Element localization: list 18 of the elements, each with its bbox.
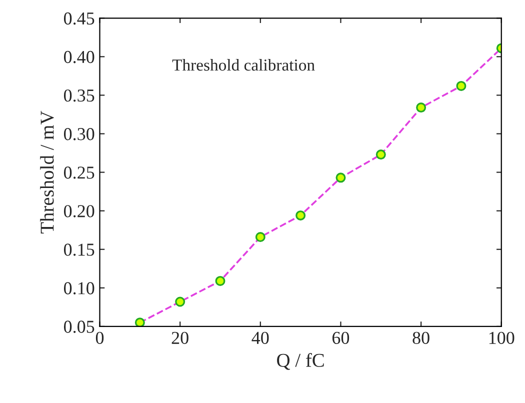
y-tick-label: 0.25 [64,166,94,179]
y-tick-label: 0.40 [64,50,94,64]
y-axis-title: Threshold / mV [40,110,54,234]
x-tick-label: 40 [252,332,269,344]
y-tick-label: 0.20 [64,205,94,218]
x-tick-label: 20 [172,332,188,344]
annotation: Threshold calibration [172,58,315,71]
y-tick-label: 0.35 [64,89,94,102]
x-tick-label: 60 [332,332,350,344]
x-tick-label: 100 [489,332,514,344]
y-tick-label: 0.45 [64,12,94,25]
y-tick-label: 0.05 [64,320,94,333]
y-tick-label: 0.10 [64,282,94,294]
y-tick-label: 0.30 [64,128,94,140]
x-axis-title: Q / fC [277,353,324,370]
x-tick-label: 80 [412,332,430,344]
x-tick-label: 0 [96,332,104,344]
y-tick-label: 0.15 [64,244,94,256]
